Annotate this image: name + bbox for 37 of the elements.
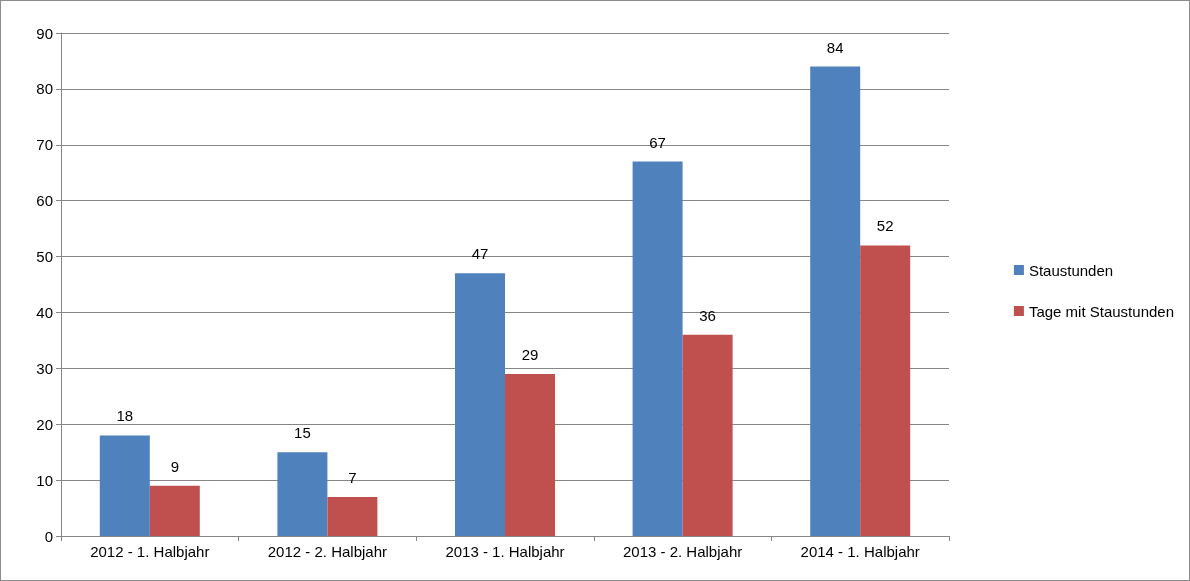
bar <box>327 496 378 536</box>
bar <box>149 485 200 536</box>
y-tick-label: 80 <box>36 80 53 98</box>
bar <box>682 334 733 536</box>
bar <box>277 452 328 536</box>
bar <box>505 373 555 536</box>
data-label: 67 <box>649 133 666 151</box>
x-tick-label: 2012 - 1. Halbjahr <box>90 543 210 560</box>
bar <box>99 435 150 536</box>
data-label: 29 <box>521 345 539 363</box>
y-tick-label: 20 <box>36 415 53 433</box>
data-label: 84 <box>826 38 844 56</box>
bar <box>860 245 911 536</box>
y-tick-label: 0 <box>44 527 53 545</box>
legend-label: Tage mit Staustunden <box>1028 302 1174 320</box>
x-tick-label: 2012 - 2. Halbjahr <box>267 543 388 560</box>
y-tick-label: 60 <box>36 192 53 210</box>
data-label: 47 <box>471 245 489 263</box>
data-label: 18 <box>116 407 134 425</box>
data-label: 15 <box>294 424 311 442</box>
y-tick-label: 90 <box>36 24 53 42</box>
data-label: 7 <box>348 468 357 486</box>
data-label: 52 <box>876 217 894 235</box>
y-tick-label: 70 <box>36 136 53 154</box>
y-tick-label: 50 <box>36 248 53 266</box>
x-tick-label: 2014 - 1. Halbjahr <box>800 543 920 560</box>
data-label: 9 <box>170 457 179 475</box>
legend-label: Staustunden <box>1028 261 1114 279</box>
bar <box>455 273 505 536</box>
y-tick-label: 10 <box>36 471 53 489</box>
bar <box>810 66 861 536</box>
bar <box>632 161 683 536</box>
x-tick-label: 2013 - 2. Halbjahr <box>622 543 743 560</box>
data-label: 36 <box>699 306 716 324</box>
y-tick-label: 30 <box>36 359 53 377</box>
x-tick-label: 2013 - 1. Halbjahr <box>445 543 565 560</box>
y-tick-label: 40 <box>36 303 53 321</box>
